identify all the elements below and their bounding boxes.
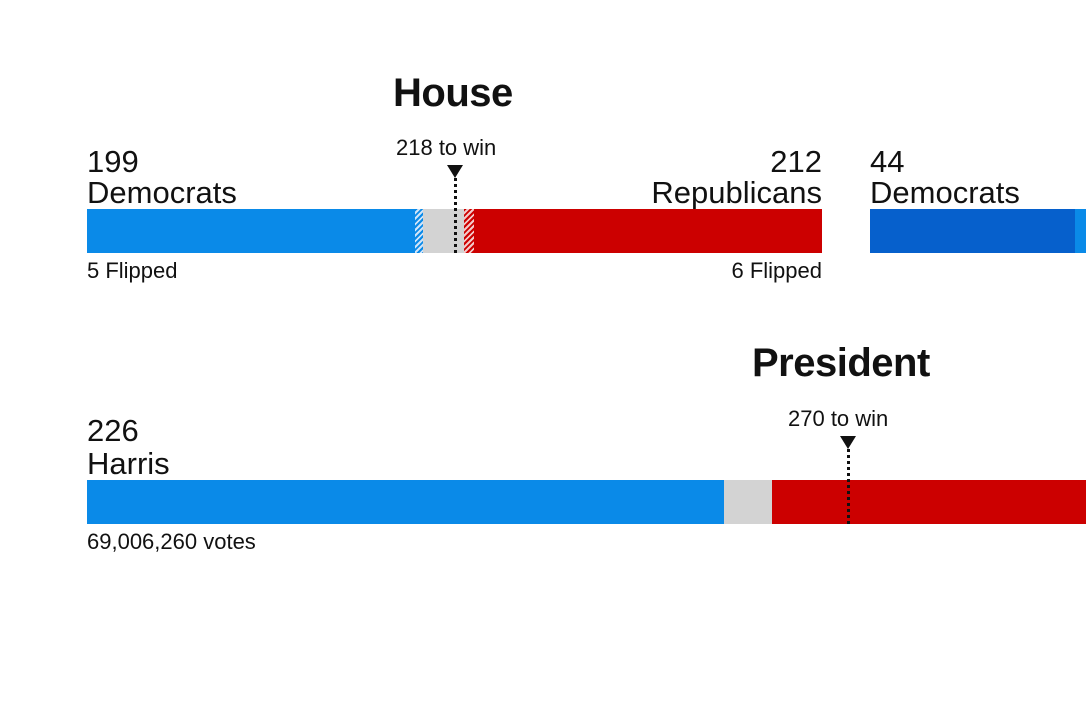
house-threshold-marker (447, 165, 464, 178)
senate-dem-label: Democrats (870, 175, 1020, 210)
senate-bar (870, 209, 1086, 253)
president-title: President (752, 341, 930, 385)
president-dem-count: 226 (87, 413, 139, 448)
president-dem-bar (87, 480, 725, 524)
president-dem-label: Harris (87, 446, 170, 481)
house-threshold-line (453, 178, 457, 253)
house-dem-label: Democrats (87, 175, 237, 210)
house-dem-flipped: 5 Flipped (87, 258, 178, 283)
president-undecided-bar (724, 480, 773, 524)
president-threshold-marker (840, 436, 857, 449)
house-undecided-bar (423, 209, 464, 253)
president-rep-bar (772, 480, 1086, 524)
president-to-win-label: 270 to win (788, 406, 889, 431)
house-dem-bar (87, 209, 415, 253)
house-rep-count: 212 (770, 144, 822, 179)
house-rep-label: Republicans (651, 175, 822, 210)
house-rep-bar (473, 209, 822, 253)
house-rep-flipped: 6 Flipped (731, 258, 822, 283)
house-to-win-label: 218 to win (396, 135, 497, 160)
president-threshold-line (846, 449, 850, 524)
senate-dem-count: 44 (870, 144, 905, 179)
senate-dem-bar (870, 209, 1075, 253)
house-rep-flipped-bar (463, 209, 474, 253)
house-dem-flipped-bar (414, 209, 424, 253)
house-bar (87, 209, 822, 253)
president-dem-votes: 69,006,260 votes (87, 529, 256, 554)
house-dem-count: 199 (87, 144, 139, 179)
house-title: House (393, 71, 513, 115)
president-bar (87, 480, 1086, 524)
senate-dem-bar-light (1075, 209, 1086, 253)
